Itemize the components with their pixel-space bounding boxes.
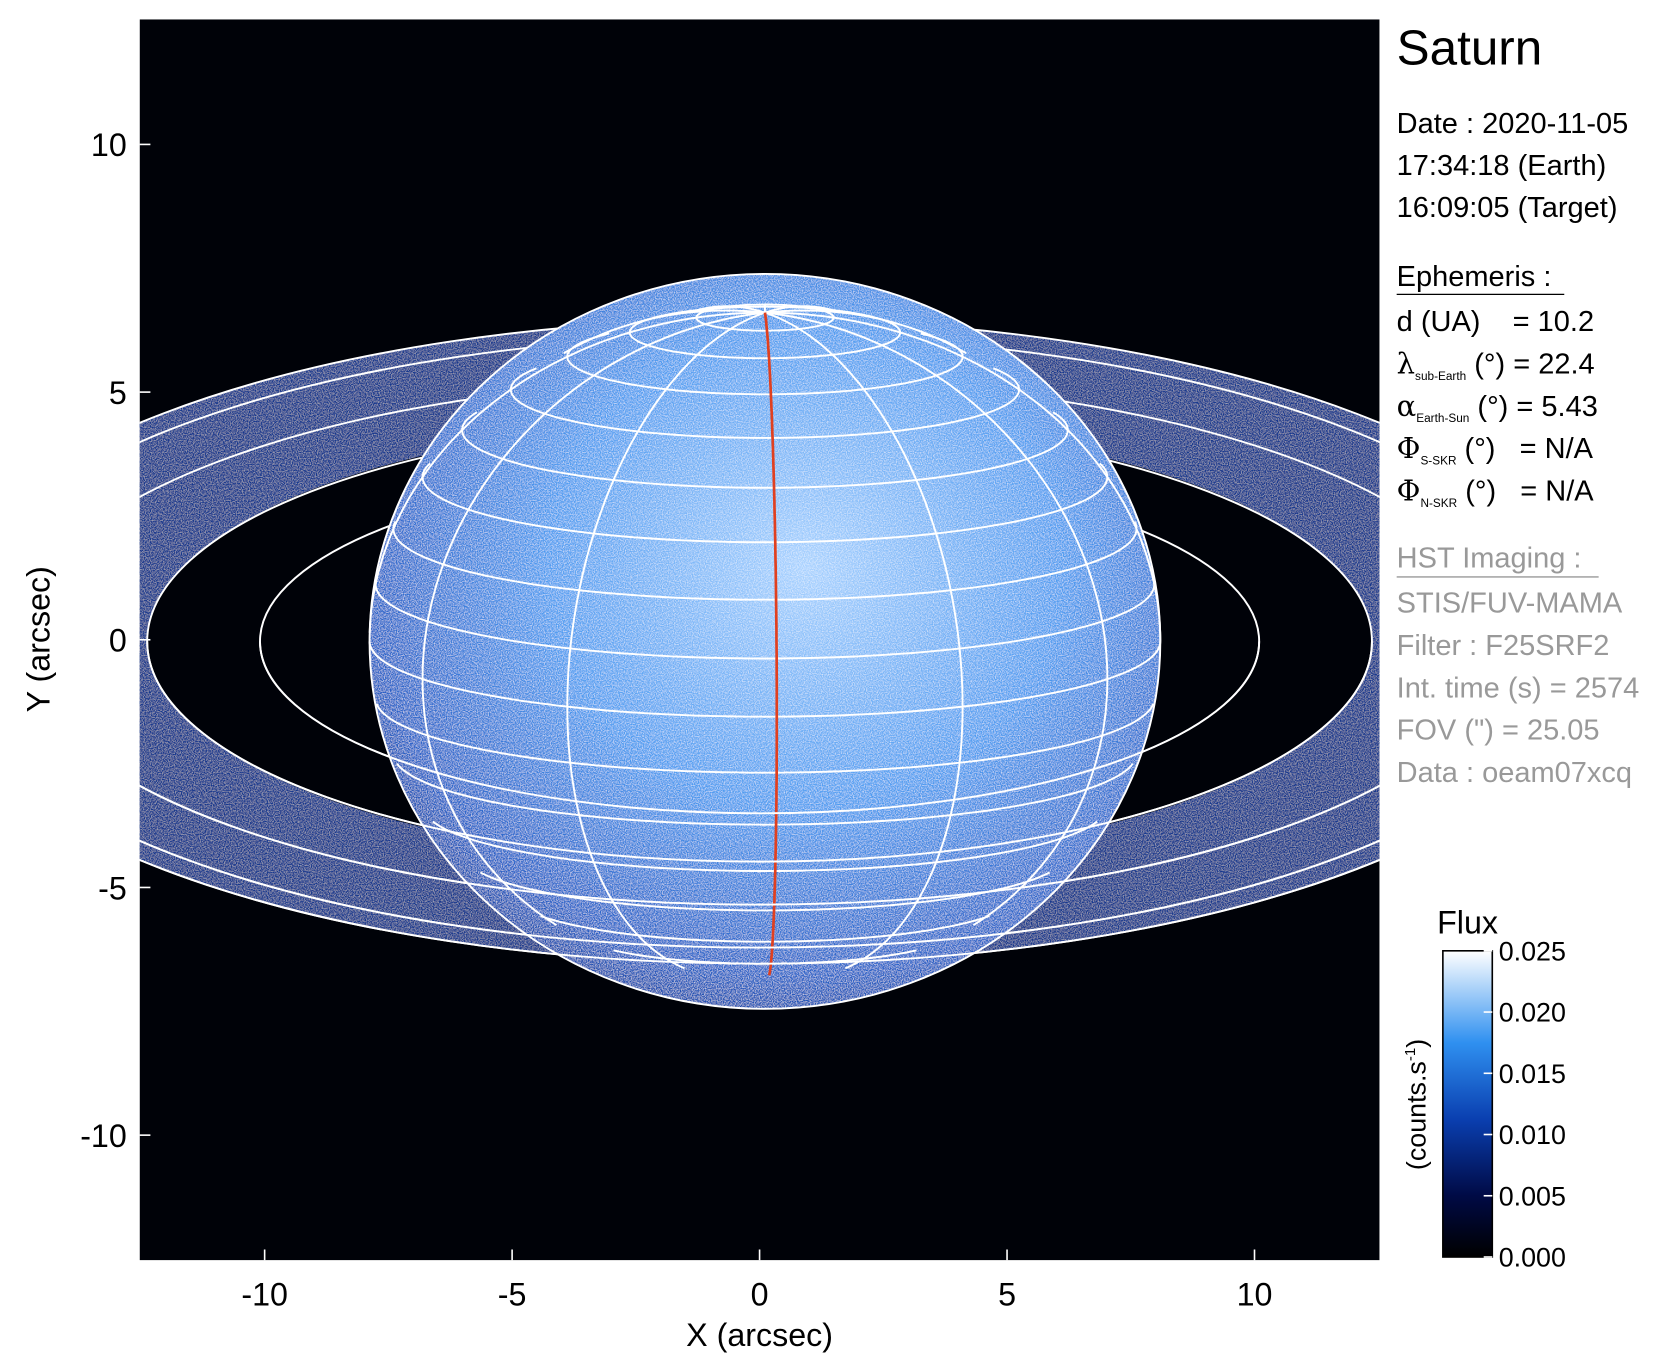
ring-line — [139, 839, 1380, 949]
text: (°) = N/A — [1457, 476, 1594, 508]
subscript: N-SKR — [1420, 496, 1457, 510]
image — [139, 19, 1380, 1261]
ephemeris-line: ΦS-SKR (°) = N/A — [1397, 431, 1594, 467]
overlay — [139, 272, 1380, 1010]
graticule — [509, 367, 1020, 439]
imaging-line: STIS/FUV-MAMA — [1397, 587, 1623, 619]
graticule — [689, 305, 766, 314]
ring-line — [259, 641, 1261, 815]
symbol: λ — [1397, 346, 1415, 380]
x-tick-label: -5 — [498, 1276, 527, 1312]
planet-limb — [369, 273, 1161, 1009]
text: (°) = 5.43 — [1469, 391, 1597, 423]
x-tick-label: 10 — [1237, 1276, 1273, 1312]
graticule — [392, 521, 1138, 601]
unit: (counts.s — [1402, 1061, 1432, 1170]
ephemeris-line: λsub-Earth (°) = 22.4 — [1397, 346, 1595, 382]
ring-line — [139, 858, 1380, 965]
y-axis-label: Y (arcsec) — [20, 566, 56, 712]
ring-line — [146, 641, 1373, 863]
ring-line — [139, 784, 1380, 906]
date-line: 16:09:05 (Target) — [1397, 192, 1618, 224]
imaging-line: Data : oeam07xcq — [1397, 757, 1632, 789]
graticule — [396, 763, 1134, 826]
x-axis-label: X (arcsec) — [686, 1317, 833, 1353]
x-tick-label: -10 — [241, 1276, 288, 1312]
graticule — [368, 311, 765, 633]
y-tick-label: 5 — [109, 375, 127, 411]
section-title: HST Imaging : — [1397, 542, 1582, 574]
ephemeris-line: αEarth-Sun (°) = 5.43 — [1397, 389, 1598, 425]
subscript: S-SKR — [1420, 454, 1456, 468]
title: Saturn — [1397, 20, 1543, 75]
graticule — [421, 462, 1109, 544]
x-tick-label: 5 — [998, 1276, 1016, 1312]
colorbar — [1442, 950, 1494, 1258]
graticule — [763, 312, 779, 976]
imaging-line: Filter : F25SRF2 — [1397, 630, 1610, 662]
date-line: 17:34:18 (Earth) — [1397, 150, 1607, 182]
colorbar-title: Flux — [1437, 905, 1498, 941]
graticule — [461, 411, 1069, 489]
symbol: Φ — [1397, 431, 1421, 465]
imaging-line: Int. time (s) = 2574 — [1397, 672, 1640, 704]
graticule — [375, 703, 1155, 774]
colorbar-tick-label: 0.020 — [1499, 998, 1566, 1028]
y-tick-label: 10 — [91, 127, 127, 163]
ephemeris-line: d (UA) = 10.2 — [1397, 306, 1594, 338]
text: d (UA) = 10.2 — [1397, 306, 1594, 338]
subscript: Earth-Sun — [1416, 411, 1469, 425]
colorbar-tick-label: 0.005 — [1499, 1181, 1566, 1211]
graticule — [764, 309, 967, 355]
subscript: sub-Earth — [1415, 369, 1466, 383]
graticule — [540, 915, 990, 943]
symbol: α — [1397, 389, 1417, 423]
section-title: Ephemeris : — [1397, 261, 1552, 293]
graticule — [374, 581, 1156, 660]
symbol: Φ — [1397, 474, 1421, 508]
colorbar-unit: (counts.s-1) — [1402, 1039, 1432, 1170]
text: (°) = N/A — [1457, 433, 1594, 465]
graticule — [566, 311, 766, 970]
unit-sup: -1 — [1402, 1048, 1419, 1061]
colorbar-tick-label: 0.025 — [1499, 936, 1566, 966]
y-tick-label: -10 — [80, 1118, 127, 1154]
colorbar-tick-label: 0.015 — [1499, 1059, 1566, 1089]
x-tick-label: 0 — [751, 1276, 769, 1312]
rings — [139, 319, 1380, 964]
graticule — [764, 311, 1162, 642]
colorbar-tick-label: 0.010 — [1499, 1120, 1566, 1150]
graticule — [432, 820, 1098, 872]
ephemeris-line: ΦN-SKR (°) = N/A — [1397, 474, 1595, 510]
unit-end: ) — [1402, 1039, 1432, 1048]
graticule — [563, 309, 766, 355]
graticule — [421, 311, 766, 926]
y-tick-label: -5 — [98, 870, 127, 906]
graticule — [566, 332, 964, 396]
imaging-line: FOV (") = 25.05 — [1397, 715, 1600, 747]
graticule — [764, 311, 964, 970]
date-line: Date : 2020-11-05 — [1397, 108, 1629, 140]
text: (°) = 22.4 — [1466, 348, 1594, 380]
colorbar-tick-label: 0.000 — [1499, 1243, 1566, 1273]
y-tick-label: 0 — [109, 623, 127, 659]
plot: -10 -5 0 5 10 -10 -5 0 5 10 X (arcsec) Y (arcsec) Sa… — [20, 19, 1640, 1353]
graticule — [764, 305, 841, 314]
